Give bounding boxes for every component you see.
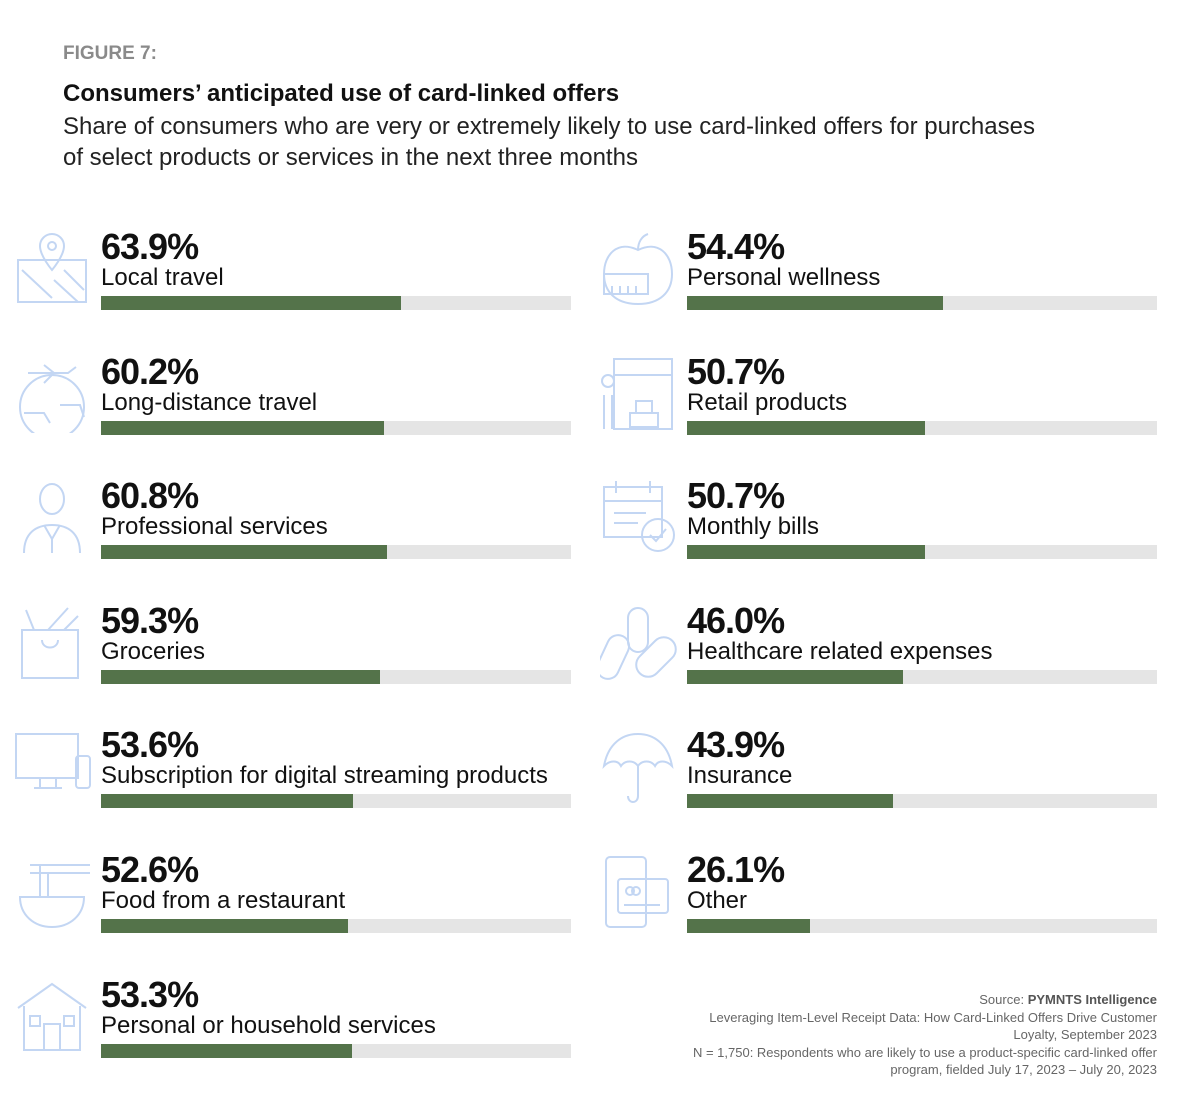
bar xyxy=(101,420,384,435)
bar-track xyxy=(687,420,1157,435)
calendar-check-icon xyxy=(603,481,675,553)
bar-track xyxy=(101,794,571,809)
category-label: Subscription for digital streaming produ… xyxy=(101,762,548,790)
category-label: Personal wellness xyxy=(687,264,881,291)
category-label: Insurance xyxy=(687,762,793,790)
value-label: 46.0% xyxy=(687,599,785,641)
phone-card-icon xyxy=(605,856,669,928)
map-pin-icon xyxy=(17,232,87,303)
category-label: Food from a restaurant xyxy=(101,887,346,914)
bar-item: 50.7% Monthly bills xyxy=(600,475,1170,565)
umbrella-icon xyxy=(602,733,674,804)
bar-track xyxy=(101,1043,571,1058)
house-icon xyxy=(17,982,87,1051)
value-label: 54.4% xyxy=(687,226,785,267)
bar-track xyxy=(687,545,1157,560)
bar xyxy=(101,1043,352,1058)
bar-item: 54.4% Personal wellness xyxy=(600,226,1170,316)
bar-track xyxy=(101,545,571,560)
bar-item: 59.3% Groceries xyxy=(14,600,584,690)
bar-item: 50.7% Retail products xyxy=(600,351,1170,441)
bar xyxy=(687,420,926,435)
pills-icon xyxy=(600,606,677,680)
value-label: 43.9% xyxy=(687,724,785,766)
category-label: Groceries xyxy=(101,637,206,665)
bar-track xyxy=(101,669,571,684)
bar-item: 26.1% Other xyxy=(600,849,1170,939)
bar-track xyxy=(101,919,571,933)
bar-track xyxy=(101,420,571,435)
category-label: Other xyxy=(687,887,748,914)
noodle-bowl-icon xyxy=(18,864,90,929)
bar-item: 63.9% Local travel xyxy=(14,226,584,316)
bar-track xyxy=(101,296,571,310)
category-label: Monthly bills xyxy=(687,513,820,541)
apple-scale-icon xyxy=(602,233,674,306)
bar-item: 60.8% Professional services xyxy=(14,475,584,565)
chart-subtitle: Share of consumers who are very or extre… xyxy=(63,113,1035,171)
bar xyxy=(101,296,402,310)
bar-item: 53.6% Subscription for digital streaming… xyxy=(14,724,584,814)
category-label: Professional services xyxy=(101,513,328,541)
source-name: PYMNTS Intelligence xyxy=(1027,992,1157,1007)
bar-item: 52.6% Food from a restaurant xyxy=(14,849,584,939)
bar xyxy=(687,919,810,933)
category-label: Long-distance travel xyxy=(101,388,318,416)
chart-title: Consumers’ anticipated use of card-linke… xyxy=(63,80,620,107)
value-label: 60.8% xyxy=(101,475,199,517)
source-sample-note: N = 1,750: Respondents who are likely to… xyxy=(692,1044,1157,1078)
bar-item: 43.9% Insurance xyxy=(600,724,1170,814)
value-label: 53.6% xyxy=(101,724,199,766)
bar xyxy=(101,669,380,684)
category-label: Personal or household services xyxy=(101,1011,436,1039)
bar xyxy=(101,919,349,933)
category-label: Local travel xyxy=(101,264,224,291)
value-label: 52.6% xyxy=(101,849,199,890)
bar xyxy=(687,545,926,560)
value-label: 50.7% xyxy=(687,350,785,392)
source-prefix: Source: xyxy=(979,992,1028,1007)
source-report: Leveraging Item-Level Receipt Data: How … xyxy=(709,1009,1157,1043)
bar xyxy=(687,794,894,809)
value-label: 50.7% xyxy=(687,475,785,517)
category-label: Healthcare related expenses xyxy=(687,637,993,665)
tv-remote-icon xyxy=(15,733,91,790)
bar-track xyxy=(687,669,1157,684)
bar xyxy=(101,545,387,560)
storefront-icon xyxy=(601,357,673,430)
value-label: 59.3% xyxy=(101,599,199,641)
bar-track xyxy=(687,794,1157,809)
bar-item: 60.2% Long-distance travel xyxy=(14,351,584,441)
category-label: Retail products xyxy=(687,388,848,416)
bar-item: 53.3% Personal or household services xyxy=(14,974,584,1064)
plane-globe-icon xyxy=(19,363,85,433)
value-label: 60.2% xyxy=(101,350,199,392)
bar-track xyxy=(687,296,1157,310)
bar-item: 46.0% Healthcare related expenses xyxy=(600,600,1170,690)
bar xyxy=(687,296,943,310)
grocery-bag-icon xyxy=(21,607,79,679)
bar xyxy=(687,669,904,684)
value-label: 63.9% xyxy=(101,226,199,267)
bar-track xyxy=(687,919,1157,933)
value-label: 53.3% xyxy=(101,973,199,1015)
source-note: Source: PYMNTS Intelligence Leveraging I… xyxy=(677,991,1157,1079)
figure-label: FIGURE 7: xyxy=(63,43,157,64)
professional-person-icon xyxy=(23,483,81,554)
value-label: 26.1% xyxy=(687,849,785,890)
bar xyxy=(101,794,353,809)
